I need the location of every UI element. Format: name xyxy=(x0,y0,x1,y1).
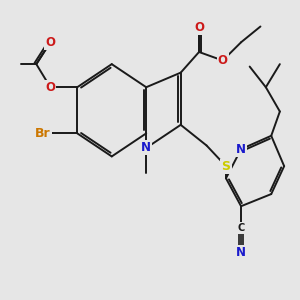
Text: N: N xyxy=(236,246,246,259)
Text: N: N xyxy=(141,141,151,154)
Text: O: O xyxy=(194,21,204,34)
Text: S: S xyxy=(221,160,230,172)
Text: O: O xyxy=(45,81,55,94)
Text: N: N xyxy=(236,142,246,156)
Text: O: O xyxy=(218,54,228,67)
Text: Br: Br xyxy=(35,127,51,140)
Text: O: O xyxy=(45,36,55,49)
Text: C: C xyxy=(237,223,245,233)
